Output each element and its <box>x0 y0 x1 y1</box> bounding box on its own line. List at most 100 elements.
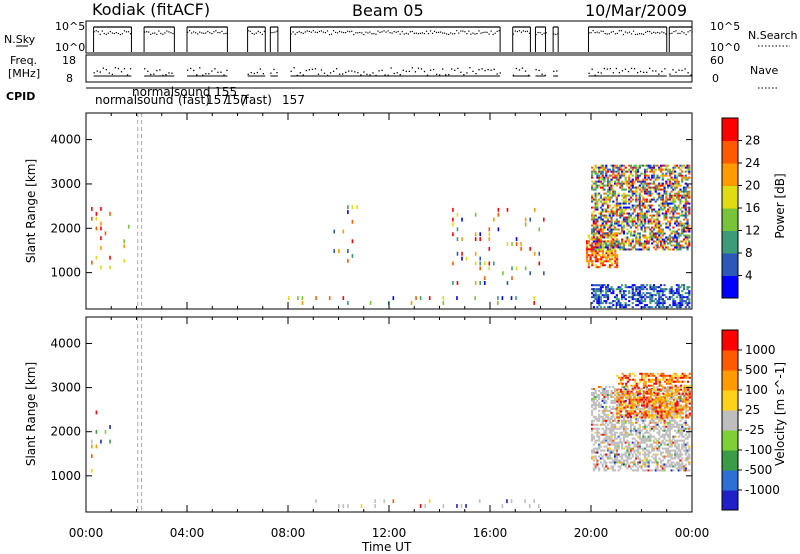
nsearch-point <box>452 33 454 35</box>
heatmap-cell <box>663 200 666 203</box>
heatmap-cell <box>661 455 664 458</box>
heatmap-cell <box>684 182 687 185</box>
heatmap-cell <box>656 304 659 307</box>
heatmap-cell <box>596 427 599 430</box>
heatmap-cell <box>656 392 660 395</box>
heatmap-cell <box>614 258 617 261</box>
heatmap-cell <box>621 194 624 197</box>
heatmap-cell <box>636 218 640 221</box>
heatmap-cell <box>626 419 629 422</box>
heatmap-cell <box>596 300 599 303</box>
heatmap-cell <box>649 419 652 422</box>
heatmap-cell <box>679 467 682 470</box>
heatmap-cell <box>605 469 608 472</box>
heatmap-cell <box>601 224 604 227</box>
heatmap-cell <box>642 300 645 303</box>
heatmap-cell <box>644 457 647 460</box>
heatmap-cell <box>674 410 677 413</box>
heatmap-cell <box>661 246 664 249</box>
heatmap-cell <box>674 240 677 243</box>
heatmap-cell <box>628 406 631 409</box>
heatmap-cell <box>629 461 633 464</box>
heatmap-cell <box>682 441 686 444</box>
heatmap-cell <box>629 242 633 245</box>
heatmap-cell <box>603 226 606 229</box>
nave-point <box>490 69 492 71</box>
heatmap-cell <box>644 412 647 415</box>
heatmap-cell <box>668 224 671 227</box>
heatmap-cell <box>596 258 599 261</box>
heatmap-cell <box>684 463 687 466</box>
heatmap-cell <box>629 230 633 233</box>
heatmap-cell <box>617 447 620 450</box>
heatmap-cell <box>601 236 605 239</box>
heatmap-cell <box>684 200 687 203</box>
nave-point <box>624 68 627 70</box>
heatmap-cell <box>596 202 599 205</box>
heatmap-cell <box>656 174 659 177</box>
heatmap-cell <box>623 390 626 393</box>
heatmap-cell <box>612 214 615 217</box>
heatmap-cell <box>599 228 603 231</box>
heatmap-cell <box>679 427 682 430</box>
heatmap-cell <box>633 413 636 416</box>
heatmap-cell <box>681 445 684 448</box>
heatmap-cell <box>659 236 663 239</box>
heatmap-cell <box>510 296 513 301</box>
heatmap-cell <box>644 242 647 245</box>
heatmap-cell <box>674 388 677 391</box>
heatmap-cell <box>351 239 354 244</box>
heatmap-cell <box>649 220 652 223</box>
heatmap-cell <box>668 388 671 391</box>
heatmap-cell <box>614 262 617 265</box>
heatmap-cell <box>654 184 657 187</box>
heatmap-cell <box>688 208 691 211</box>
heatmap-cell <box>461 256 463 261</box>
heatmap-cell <box>640 447 643 450</box>
heatmap-cell <box>665 204 668 207</box>
heatmap-cell <box>599 290 603 293</box>
heatmap-cell <box>606 435 610 438</box>
colorbar-tick-label: -500 <box>745 463 772 477</box>
heatmap-cell <box>659 166 663 169</box>
heatmap-cell <box>610 415 613 418</box>
heatmap-cell <box>619 210 622 213</box>
heatmap-cell <box>601 176 604 179</box>
heatmap-cell <box>642 190 645 193</box>
heatmap-cell <box>596 246 599 249</box>
heatmap-cell <box>679 393 682 396</box>
heatmap-cell <box>658 416 661 419</box>
heatmap-cell <box>644 386 647 389</box>
nsearch-point <box>168 31 170 33</box>
nave-point <box>414 71 417 73</box>
heatmap-cell <box>668 242 671 245</box>
heatmap-cell <box>635 403 638 406</box>
heatmap-cell <box>635 449 638 452</box>
heatmap-cell <box>651 230 654 233</box>
heatmap-cell <box>668 453 671 456</box>
heatmap-cell <box>668 292 671 295</box>
heatmap-cell <box>621 186 624 189</box>
colorbar-swatch <box>722 163 738 186</box>
heatmap-cell <box>599 226 603 229</box>
heatmap-cell <box>631 218 634 221</box>
heatmap-cell <box>638 188 641 191</box>
heatmap-cell <box>629 421 633 424</box>
heatmap-cell <box>645 192 648 195</box>
heatmap-cell <box>665 374 668 377</box>
heatmap-cell <box>682 228 686 231</box>
heatmap-cell <box>596 230 599 233</box>
heatmap-cell <box>658 417 661 420</box>
heatmap-cell <box>663 374 667 377</box>
heatmap-cell <box>658 210 661 213</box>
heatmap-cell <box>617 176 620 179</box>
heatmap-cell <box>608 427 611 430</box>
heatmap-cell <box>479 232 481 237</box>
heatmap-cell <box>647 437 650 440</box>
heatmap-cell <box>591 254 594 257</box>
heatmap-cell <box>605 166 608 169</box>
heatmap-cell <box>601 228 604 231</box>
colorbar-tick-label: -100 <box>745 443 772 457</box>
heatmap-cell <box>652 196 656 199</box>
heatmap-cell <box>587 236 590 239</box>
